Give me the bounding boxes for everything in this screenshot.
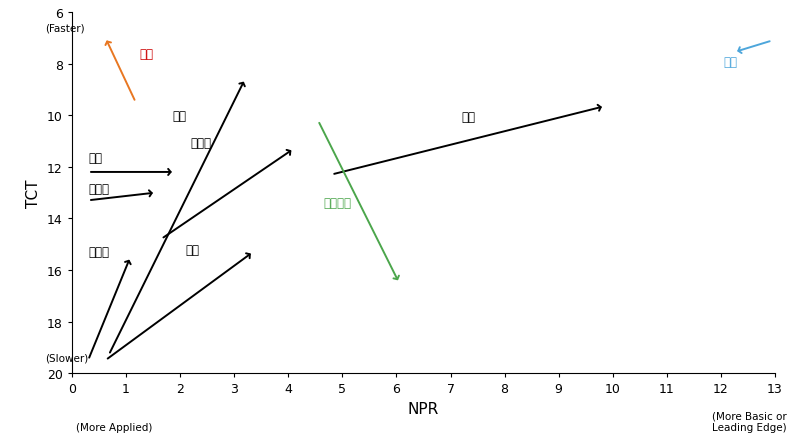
X-axis label: NPR: NPR bbox=[407, 401, 439, 416]
Text: 중국: 중국 bbox=[724, 56, 737, 69]
Text: 한국: 한국 bbox=[140, 48, 153, 61]
Text: 캐나다: 캐나다 bbox=[191, 136, 212, 149]
Text: (More Applied): (More Applied) bbox=[76, 422, 153, 432]
Text: 일본: 일본 bbox=[172, 109, 186, 122]
Text: 프랑스: 프랑스 bbox=[88, 183, 109, 196]
Text: (Slower): (Slower) bbox=[45, 353, 88, 363]
Text: 영국: 영국 bbox=[185, 243, 200, 256]
Text: (More Basic or
Leading Edge): (More Basic or Leading Edge) bbox=[712, 410, 787, 432]
Text: 미국: 미국 bbox=[461, 111, 475, 124]
Text: 스페인: 스페인 bbox=[88, 246, 109, 259]
Text: 이스라엘: 이스라엘 bbox=[324, 197, 352, 210]
Y-axis label: TCT: TCT bbox=[26, 179, 42, 207]
Text: (Faster): (Faster) bbox=[45, 23, 85, 33]
Text: 독일: 독일 bbox=[88, 152, 102, 165]
